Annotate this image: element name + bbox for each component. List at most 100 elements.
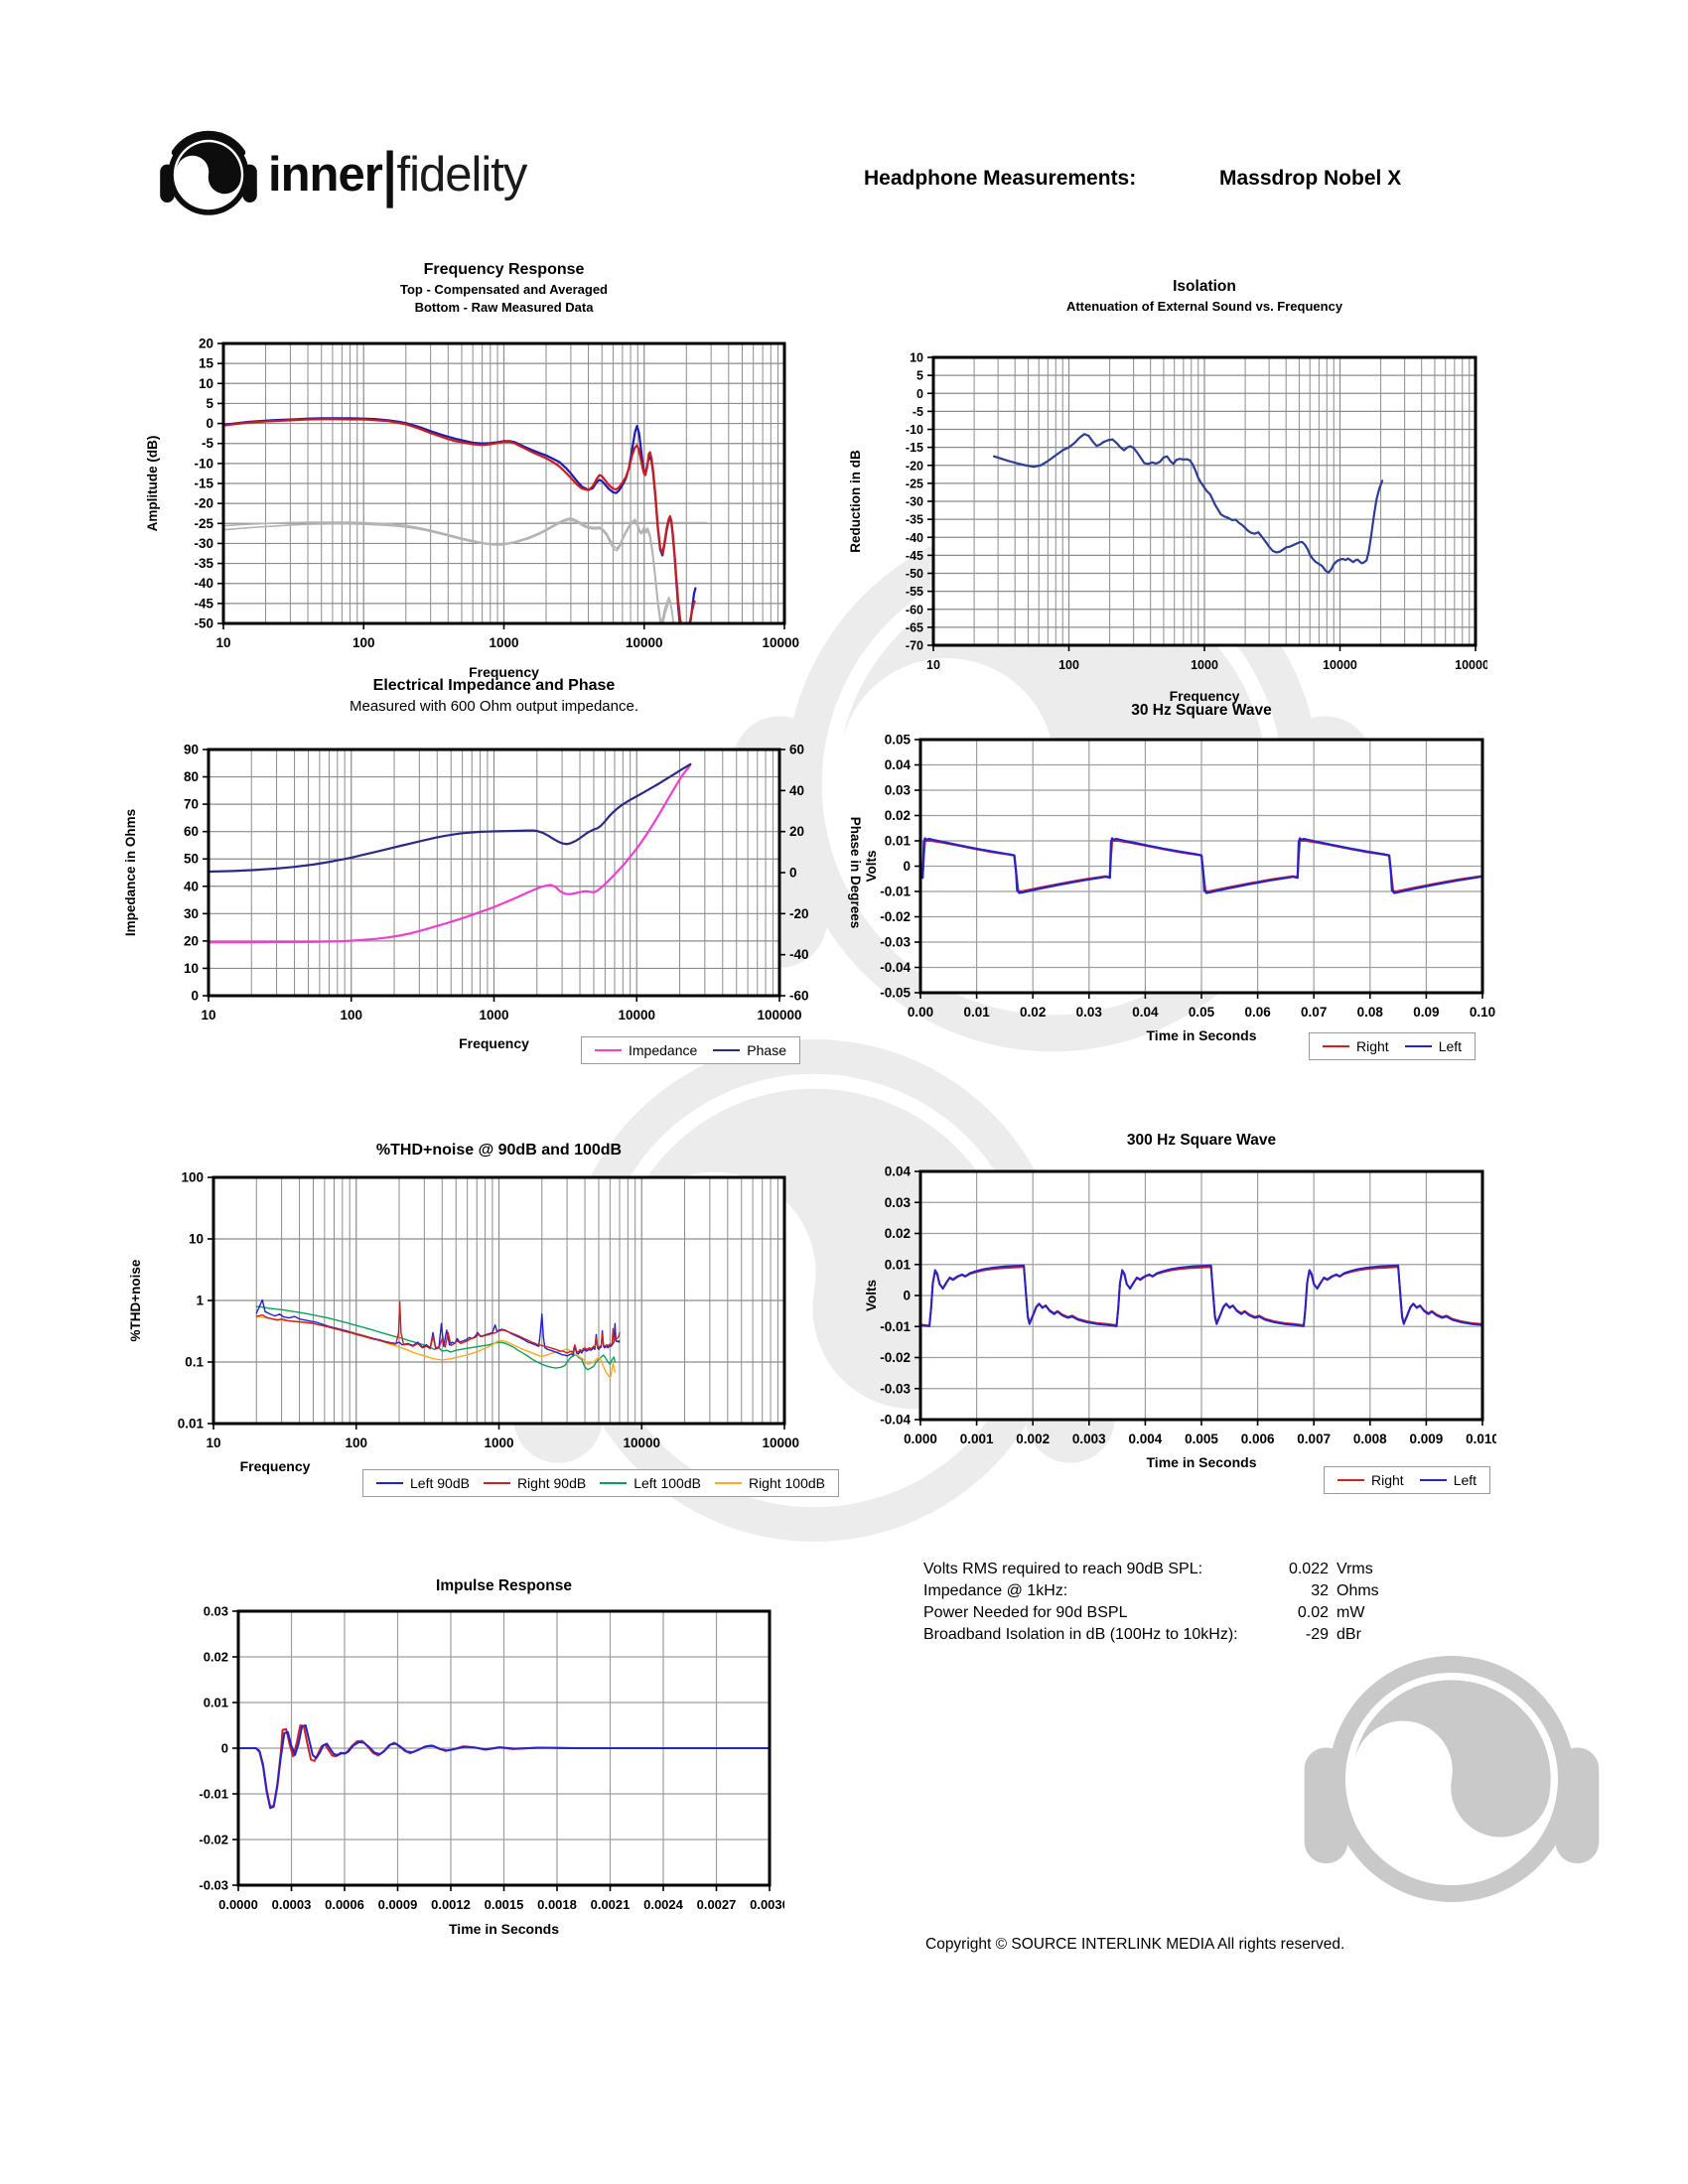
legend-swatch bbox=[600, 1482, 628, 1484]
svg-text:100: 100 bbox=[340, 1008, 362, 1023]
svg-text:1000: 1000 bbox=[489, 635, 518, 650]
thd-noise-chart: %THD+noise @ 90dB and 100dB 10 100 1000 100… bbox=[124, 1140, 799, 1507]
svg-text:0: 0 bbox=[221, 1741, 228, 1756]
svg-text:0.02: 0.02 bbox=[885, 1226, 911, 1241]
svg-text:0.003: 0.003 bbox=[1072, 1432, 1106, 1446]
legend-swatch bbox=[1337, 1479, 1364, 1481]
brand-separator: | bbox=[382, 141, 397, 208]
stat-label: Impedance @ 1kHz: bbox=[923, 1582, 1068, 1599]
legend-swatch bbox=[714, 1482, 742, 1484]
svg-text:-55: -55 bbox=[906, 585, 923, 599]
isolation-chart: Isolation Attenuation of External Sound … bbox=[842, 260, 1487, 730]
innerfidelity-logo-icon bbox=[160, 130, 257, 215]
svg-text:-0.03: -0.03 bbox=[880, 1381, 911, 1396]
svg-text:-0.04: -0.04 bbox=[880, 960, 911, 975]
svg-text:Frequency: Frequency bbox=[469, 664, 539, 680]
svg-text:1000: 1000 bbox=[479, 1008, 508, 1023]
brand-logo: inner|fidelity bbox=[159, 125, 528, 224]
legend-item: Right 90dB bbox=[483, 1475, 586, 1491]
svg-text:60: 60 bbox=[789, 743, 804, 757]
legend-swatch bbox=[376, 1482, 403, 1484]
svg-text:10000: 10000 bbox=[1323, 658, 1357, 672]
svg-text:Impedance in Ohms: Impedance in Ohms bbox=[123, 809, 138, 936]
legend-label: Phase bbox=[747, 1042, 786, 1058]
legend-swatch bbox=[713, 1049, 741, 1051]
svg-text:20: 20 bbox=[199, 337, 213, 351]
isolation-plot: 10 100 1000 10000 100000 10 5 0 -5 -10 -15 -20 -25 -3… bbox=[848, 351, 1487, 705]
legend-label: Left bbox=[1453, 1472, 1477, 1488]
svg-text:0: 0 bbox=[206, 416, 213, 431]
legend-label: Right bbox=[1356, 1038, 1389, 1054]
svg-text:0.01: 0.01 bbox=[885, 834, 912, 849]
svg-text:100000: 100000 bbox=[762, 1435, 799, 1450]
svg-text:-10: -10 bbox=[906, 423, 923, 437]
svg-text:0: 0 bbox=[916, 387, 923, 401]
chart-title: 300 Hz Square Wave bbox=[1126, 1132, 1277, 1149]
svg-text:0.0012: 0.0012 bbox=[431, 1897, 471, 1912]
svg-text:-30: -30 bbox=[906, 495, 923, 509]
frequency-response-chart: Frequency Response Top - Compensated and… bbox=[139, 253, 799, 703]
svg-text:10: 10 bbox=[910, 351, 923, 365]
svg-text:-0.01: -0.01 bbox=[199, 1787, 228, 1802]
square-wave-30hz-plot: 0.00 0.01 0.02 0.03 0.04 0.05 0.06 0.07 0.08 0.09… bbox=[864, 733, 1495, 1044]
svg-text:0.0018: 0.0018 bbox=[537, 1897, 577, 1912]
legend-item: Right bbox=[1323, 1038, 1389, 1054]
svg-text:-0.01: -0.01 bbox=[880, 885, 911, 899]
svg-text:Frequency: Frequency bbox=[240, 1458, 311, 1474]
svg-text:0.005: 0.005 bbox=[1185, 1432, 1218, 1446]
legend-item: Right 100dB bbox=[714, 1475, 825, 1491]
svg-text:0.0021: 0.0021 bbox=[591, 1897, 631, 1912]
svg-text:10: 10 bbox=[206, 1435, 220, 1450]
svg-text:30: 30 bbox=[184, 906, 199, 921]
svg-text:0.001: 0.001 bbox=[960, 1432, 994, 1446]
stat-unit: mW bbox=[1336, 1604, 1365, 1621]
square-wave-300hz-chart: 300 Hz Square Wave 0.000 0.001 0.002 0.003 0… bbox=[846, 1120, 1496, 1502]
stat-label: Volts RMS required to reach 90dB SPL: bbox=[923, 1561, 1203, 1577]
svg-text:-60: -60 bbox=[789, 989, 809, 1004]
chart-title: Frequency Response Top - Compensated and… bbox=[400, 261, 608, 315]
svg-text:0.00: 0.00 bbox=[908, 1005, 933, 1020]
svg-text:-50: -50 bbox=[906, 567, 923, 581]
svg-text:0.03: 0.03 bbox=[885, 1195, 912, 1210]
svg-text:-0.03: -0.03 bbox=[880, 935, 911, 950]
svg-text:0.03: 0.03 bbox=[885, 783, 912, 798]
svg-text:0.0024: 0.0024 bbox=[643, 1897, 684, 1912]
svg-text:0.002: 0.002 bbox=[1016, 1432, 1050, 1446]
svg-text:60: 60 bbox=[184, 824, 199, 839]
legend-item: Left bbox=[1404, 1038, 1462, 1054]
svg-text:0.009: 0.009 bbox=[1410, 1432, 1444, 1446]
legend-swatch bbox=[1404, 1045, 1432, 1047]
legend-swatch bbox=[1419, 1479, 1447, 1481]
svg-text:1: 1 bbox=[196, 1294, 204, 1308]
svg-text:90: 90 bbox=[184, 743, 199, 757]
svg-text:-70: -70 bbox=[906, 639, 923, 653]
svg-text:-0.02: -0.02 bbox=[199, 1833, 228, 1847]
legend-swatch bbox=[1323, 1045, 1349, 1047]
impedance-phase-legend: Impedance Phase bbox=[581, 1036, 800, 1064]
svg-text:100: 100 bbox=[1058, 658, 1079, 672]
svg-text:50: 50 bbox=[184, 852, 199, 867]
svg-text:10: 10 bbox=[926, 658, 940, 672]
svg-text:-10: -10 bbox=[194, 456, 213, 471]
svg-text:100000: 100000 bbox=[1455, 658, 1487, 672]
svg-text:0.0000: 0.0000 bbox=[218, 1897, 258, 1912]
svg-text:Volts: Volts bbox=[864, 1280, 879, 1311]
copyright-text: Copyright © SOURCE INTERLINK MEDIA All r… bbox=[925, 1936, 1345, 1953]
svg-text:-50: -50 bbox=[194, 616, 213, 631]
legend-item: Right bbox=[1337, 1472, 1404, 1488]
svg-text:Time in Seconds: Time in Seconds bbox=[449, 1921, 559, 1937]
svg-text:-25: -25 bbox=[906, 477, 923, 490]
svg-text:Amplitude (dB): Amplitude (dB) bbox=[145, 436, 160, 532]
brand-light: fidelity bbox=[396, 148, 528, 202]
svg-text:Frequency: Frequency bbox=[459, 1035, 529, 1051]
svg-text:-40: -40 bbox=[906, 531, 923, 545]
stat-row: Power Needed for 90d BSPL 0.02 mW bbox=[923, 1602, 1390, 1624]
impedance-phase-plot: 10 100 1000 10000 10000090807060504030201006… bbox=[123, 743, 863, 1052]
chart-title: Impulse Response bbox=[436, 1577, 572, 1594]
svg-text:-0.01: -0.01 bbox=[880, 1319, 911, 1334]
svg-text:0.01: 0.01 bbox=[963, 1005, 990, 1020]
svg-text:0.007: 0.007 bbox=[1297, 1432, 1331, 1446]
svg-text:-20: -20 bbox=[789, 906, 809, 921]
svg-text:0.0003: 0.0003 bbox=[272, 1897, 312, 1912]
